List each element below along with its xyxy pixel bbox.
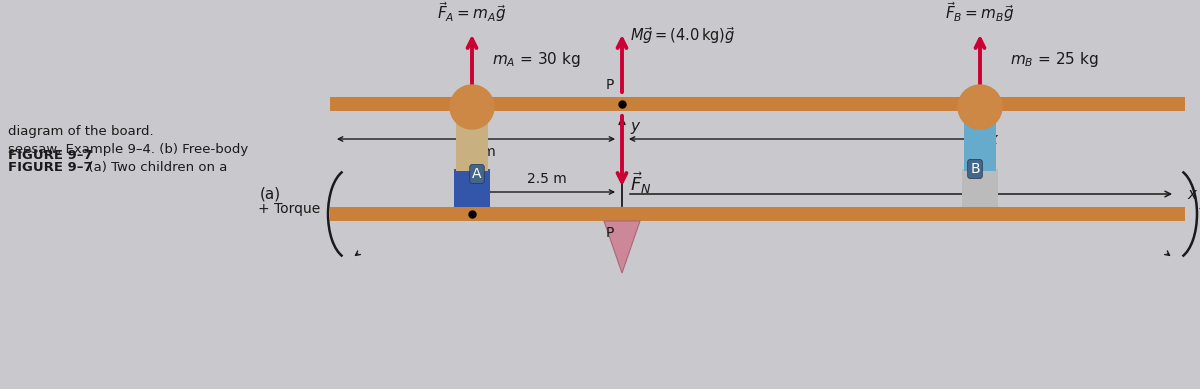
Text: P: P (606, 226, 614, 240)
Text: A: A (473, 167, 481, 181)
Text: FIGURE 9–7: FIGURE 9–7 (8, 149, 92, 162)
FancyBboxPatch shape (964, 121, 996, 171)
FancyBboxPatch shape (456, 123, 488, 171)
Text: y: y (630, 119, 640, 134)
Bar (330, 97, 1186, 111)
Text: + Torque: + Torque (258, 202, 320, 216)
Text: $\vec{F}_N$: $\vec{F}_N$ (630, 170, 652, 196)
Text: (a) Two children on a: (a) Two children on a (80, 161, 227, 174)
Text: $\vec{F}_B = m_B\vec{g}$: $\vec{F}_B = m_B\vec{g}$ (946, 0, 1015, 24)
Text: x: x (988, 131, 997, 147)
Text: $\vec{F}_A = m_A\vec{g}$: $\vec{F}_A = m_A\vec{g}$ (437, 0, 506, 24)
FancyBboxPatch shape (454, 169, 490, 207)
Text: − Torque: − Torque (1198, 202, 1200, 216)
Text: $m_A$ = 30 kg: $m_A$ = 30 kg (492, 49, 581, 68)
Text: $m_B$ = 25 kg: $m_B$ = 25 kg (1010, 49, 1098, 68)
Text: 2.5 m: 2.5 m (527, 172, 566, 186)
Text: x: x (1187, 186, 1196, 202)
FancyBboxPatch shape (962, 169, 998, 207)
Circle shape (958, 85, 1002, 129)
Text: B: B (970, 162, 980, 176)
Polygon shape (604, 221, 640, 273)
Text: P: P (606, 78, 614, 92)
Bar (330, 207, 1186, 221)
Text: (a): (a) (259, 186, 281, 202)
Text: diagram of the board.: diagram of the board. (8, 125, 154, 138)
Circle shape (450, 85, 494, 129)
Text: $M\vec{g} = (4.0\,\mathrm{kg})\vec{g}$: $M\vec{g} = (4.0\,\mathrm{kg})\vec{g}$ (630, 26, 736, 46)
Text: FIGURE 9–7: FIGURE 9–7 (8, 161, 92, 174)
Text: seesaw, Example 9–4. (b) Free-body: seesaw, Example 9–4. (b) Free-body (8, 143, 248, 156)
Text: 2.5 m: 2.5 m (456, 145, 496, 159)
